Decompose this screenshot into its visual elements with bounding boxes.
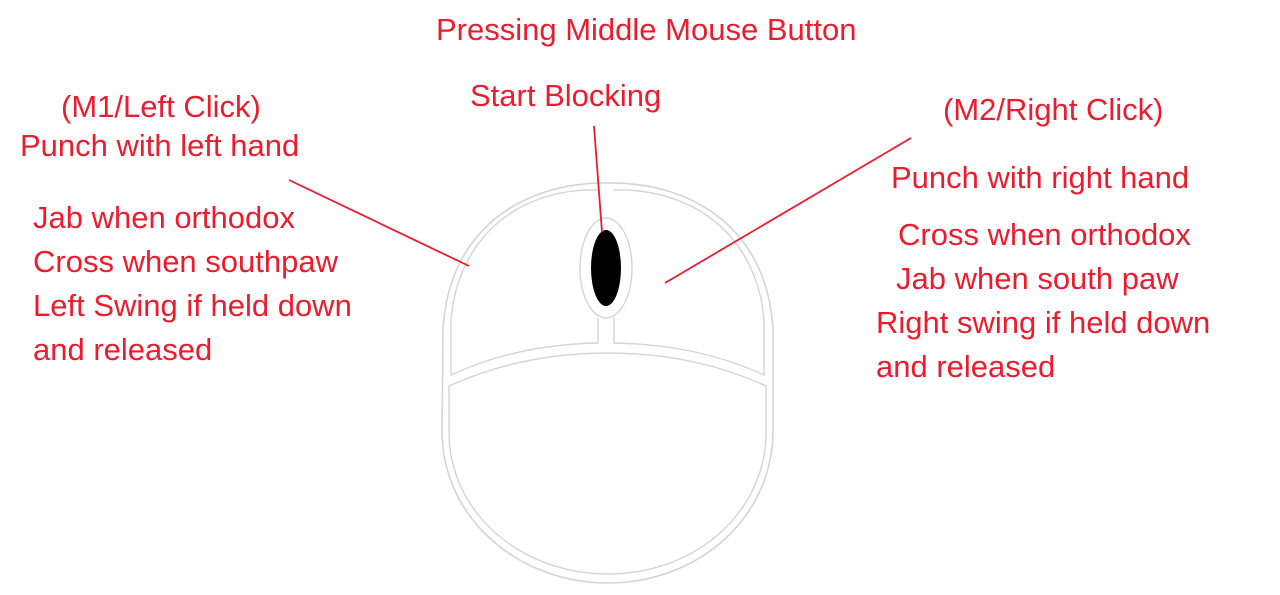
left-button-header: (M1/Left Click): [61, 89, 261, 124]
right-button-outline: [613, 189, 765, 377]
left-button-pointer-line: [288, 179, 470, 267]
right-detail-line: Jab when south paw: [896, 261, 1179, 296]
left-detail-line: Left Swing if held down: [33, 288, 352, 323]
palm-area-outline: [448, 352, 767, 575]
right-button-details: Cross when orthodox Jab when south paw R…: [876, 213, 1210, 389]
scroll-wheel: [591, 230, 621, 306]
middle-button-action: Start Blocking: [470, 78, 662, 113]
middle-button-title: Pressing Middle Mouse Button: [436, 12, 857, 47]
right-button-header: (M2/Right Click): [943, 92, 1164, 127]
mouse-body-outline: [441, 182, 774, 584]
left-detail-line: Jab when orthodox: [33, 200, 295, 235]
left-detail-line: Cross when southpaw: [33, 244, 338, 279]
right-button-pointer-line: [664, 137, 912, 284]
middle-button-pointer-line: [593, 125, 603, 233]
right-detail-line: and released: [876, 349, 1056, 384]
right-detail-line: Cross when orthodox: [898, 217, 1191, 252]
left-detail-line: and released: [33, 332, 213, 367]
left-button-action: Punch with left hand: [20, 128, 300, 163]
left-button-outline: [450, 189, 599, 377]
right-button-action: Punch with right hand: [891, 160, 1190, 195]
left-button-details: Jab when orthodox Cross when southpaw Le…: [33, 196, 352, 372]
scroll-wheel-housing: [579, 217, 633, 319]
right-detail-line: Right swing if held down: [876, 305, 1211, 340]
